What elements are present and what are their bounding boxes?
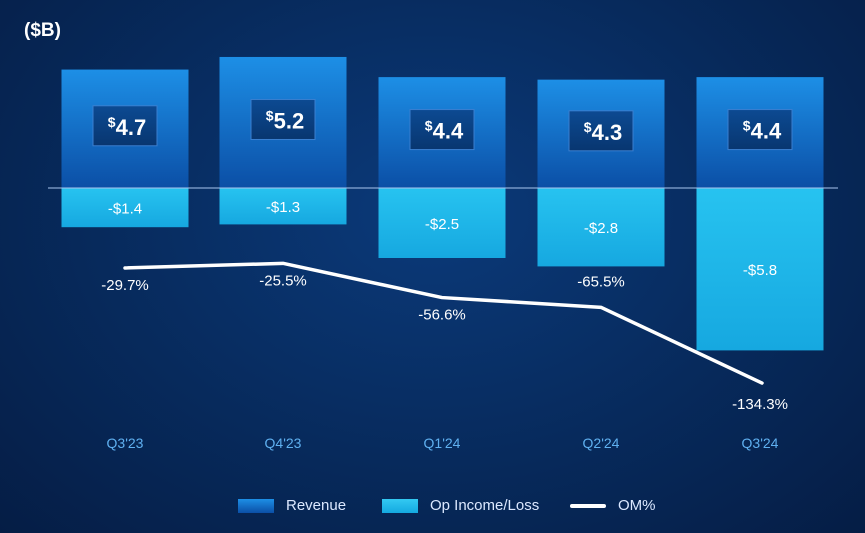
legend-swatch-revenue <box>238 498 274 513</box>
legend-label-op-income: Op Income/Loss <box>430 497 540 514</box>
op-loss-data-label-1: -$1.3 <box>266 199 300 216</box>
revenue-data-label-0: $4.7 <box>108 114 146 140</box>
legend-swatch-op-income <box>382 498 418 513</box>
om-data-label-3: -65.5% <box>577 273 625 290</box>
legend-item-om: OM% <box>570 497 656 514</box>
op-loss-data-label-3: -$2.8 <box>584 220 618 237</box>
revenue-data-label-1: $5.2 <box>266 107 304 133</box>
om-data-label-1: -25.5% <box>259 272 307 289</box>
legend-label-revenue: Revenue <box>286 497 347 514</box>
x-tick-label-0: Q3'23 <box>107 435 144 451</box>
op-loss-data-label-0: -$1.4 <box>108 201 142 218</box>
legend: Revenue Op Income/Loss OM% <box>0 497 865 521</box>
legend-item-op-income: Op Income/Loss <box>382 497 539 514</box>
op-loss-bar-3 <box>537 188 665 267</box>
om-data-label-2: -56.6% <box>418 307 466 324</box>
revenue-data-label-3: $4.3 <box>584 119 622 145</box>
om-line <box>123 261 764 385</box>
legend-swatch-om <box>570 503 606 508</box>
op-loss-bar-4 <box>696 188 824 351</box>
revenue-label-box-0 <box>92 105 158 147</box>
op-loss-bar-2 <box>378 188 506 258</box>
op-loss-bar-1 <box>219 188 347 225</box>
legend-label-om: OM% <box>618 497 656 514</box>
x-tick-label-4: Q3'24 <box>742 435 779 451</box>
x-tick-label-2: Q1'24 <box>424 435 461 451</box>
x-tick-label-1: Q4'23 <box>265 435 302 451</box>
revenue-label-box-3 <box>568 110 634 152</box>
revenue-label-box-2 <box>409 109 475 151</box>
revenue-label-box-1 <box>250 98 316 140</box>
om-data-label-0: -29.7% <box>101 277 149 294</box>
unit-label: ($B) <box>24 20 61 41</box>
legend-item-revenue: Revenue <box>238 497 346 514</box>
x-tick-label-3: Q2'24 <box>583 435 620 451</box>
revenue-data-label-2: $4.4 <box>425 118 464 144</box>
revenue-label-box-4 <box>727 109 793 151</box>
op-loss-bar-0 <box>61 188 189 228</box>
om-data-label-4: -134.3% <box>732 396 788 413</box>
op-loss-data-label-2: -$2.5 <box>425 216 459 233</box>
revenue-data-label-4: $4.4 <box>743 118 782 144</box>
op-loss-data-label-4: -$5.8 <box>743 262 777 279</box>
